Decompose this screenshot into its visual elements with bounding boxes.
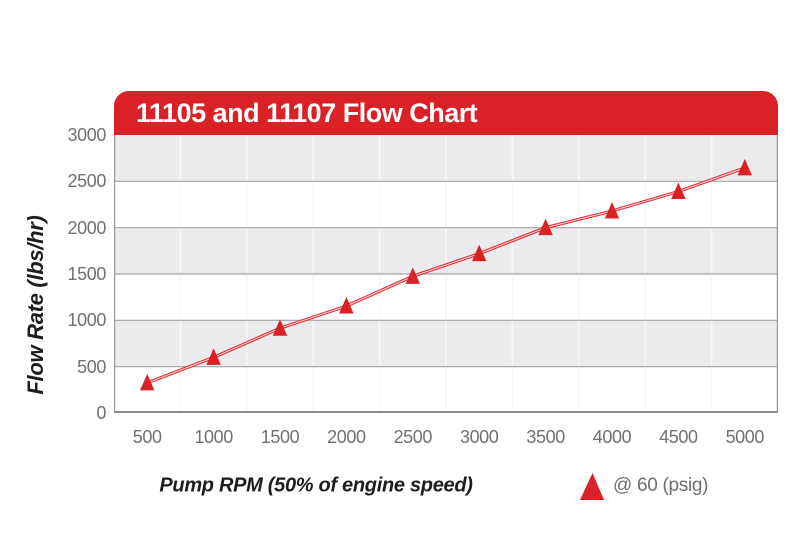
data-marker-triangle — [737, 158, 752, 176]
chart-title-banner: 11105 and 11107 Flow Chart — [114, 91, 778, 135]
data-marker-triangle — [206, 348, 221, 365]
x-tick-label: 5000 — [725, 427, 765, 447]
y-tick-label: 2500 — [67, 171, 107, 192]
flow-line-highlight — [147, 167, 745, 384]
legend: @ 60 (psig) — [579, 470, 709, 502]
x-tick-label: 1500 — [260, 427, 300, 447]
data-marker-triangle — [604, 201, 620, 219]
data-marker-triangle — [272, 319, 288, 336]
data-marker-triangle — [405, 267, 420, 284]
y-tick-label: 3000 — [67, 125, 107, 145]
y-tick-label: 0 — [96, 403, 106, 423]
data-marker-triangle — [140, 373, 155, 391]
x-tick-label: 4500 — [659, 427, 698, 447]
data-marker-triangle — [671, 182, 686, 200]
chart-title: 11105 and 11107 Flow Chart — [136, 98, 478, 128]
y-tick-label: 2000 — [67, 217, 107, 238]
data-marker-triangle — [538, 218, 553, 236]
x-tick-label: 500 — [132, 427, 162, 447]
plot-area — [114, 135, 778, 413]
data-marker-triangle — [472, 244, 487, 262]
x-axis-title: Pump RPM (50% of engine speed) — [159, 474, 473, 497]
data-marker-triangle — [339, 296, 354, 314]
x-tick-label: 2500 — [393, 427, 433, 447]
x-tick-label: 2000 — [327, 427, 366, 447]
legend-triangle-icon — [580, 472, 604, 500]
legend-label: @ 60 (psig) — [613, 475, 709, 496]
x-tick-label: 3500 — [526, 427, 565, 447]
x-tick-label: 1000 — [194, 427, 233, 447]
y-tick-label: 1500 — [67, 264, 107, 284]
x-tick-label: 3000 — [459, 427, 499, 447]
y-tick-label: 500 — [77, 356, 106, 377]
x-tick-label: 4000 — [592, 427, 632, 447]
y-tick-label: 1000 — [67, 310, 107, 331]
